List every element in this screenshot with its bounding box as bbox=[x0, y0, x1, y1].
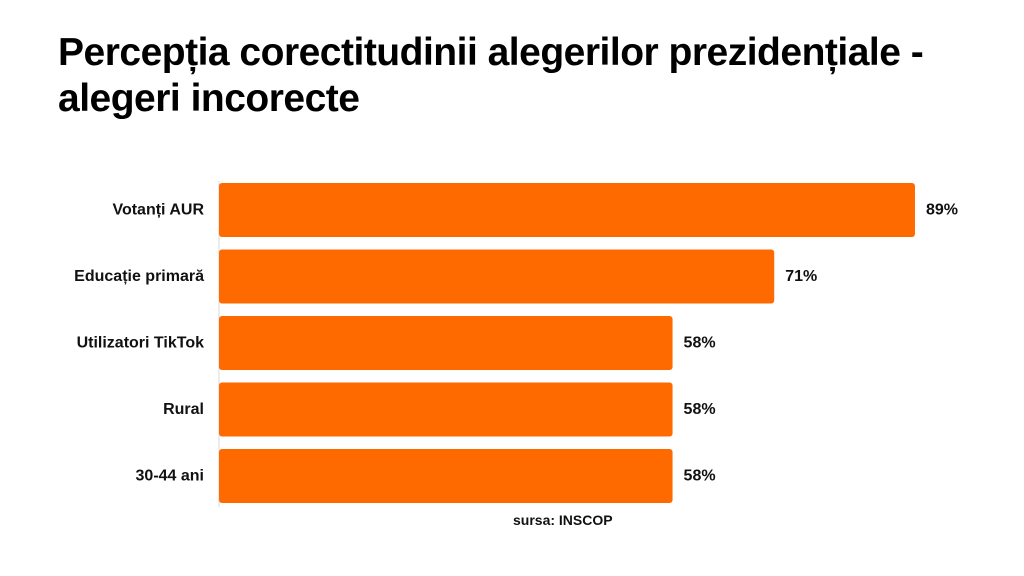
bar bbox=[219, 382, 673, 437]
source-note: sursa: INSCOP bbox=[513, 512, 613, 528]
value-label: 58% bbox=[684, 401, 716, 418]
category-labels-group: Votanți AUR Educație primară Utilizatori T… bbox=[74, 202, 204, 485]
chart-title: Percepția corectitudinii alegerilor prez… bbox=[58, 31, 924, 120]
value-labels-group: 89% 71% 58% 58% 58% bbox=[684, 202, 958, 485]
category-label: Utilizatori TikTok bbox=[77, 335, 205, 352]
bars-group bbox=[219, 183, 915, 503]
value-label: 58% bbox=[684, 468, 716, 485]
value-label: 89% bbox=[926, 202, 958, 219]
bar bbox=[219, 316, 673, 370]
bar bbox=[219, 183, 915, 237]
category-label: 30-44 ani bbox=[136, 468, 204, 485]
value-label: 58% bbox=[684, 335, 716, 352]
bar bbox=[219, 249, 775, 304]
category-label: Votanți AUR bbox=[112, 202, 204, 219]
bar bbox=[219, 449, 673, 503]
category-label: Educație primară bbox=[74, 268, 204, 285]
value-label: 71% bbox=[785, 268, 817, 285]
category-label: Rural bbox=[163, 401, 204, 418]
